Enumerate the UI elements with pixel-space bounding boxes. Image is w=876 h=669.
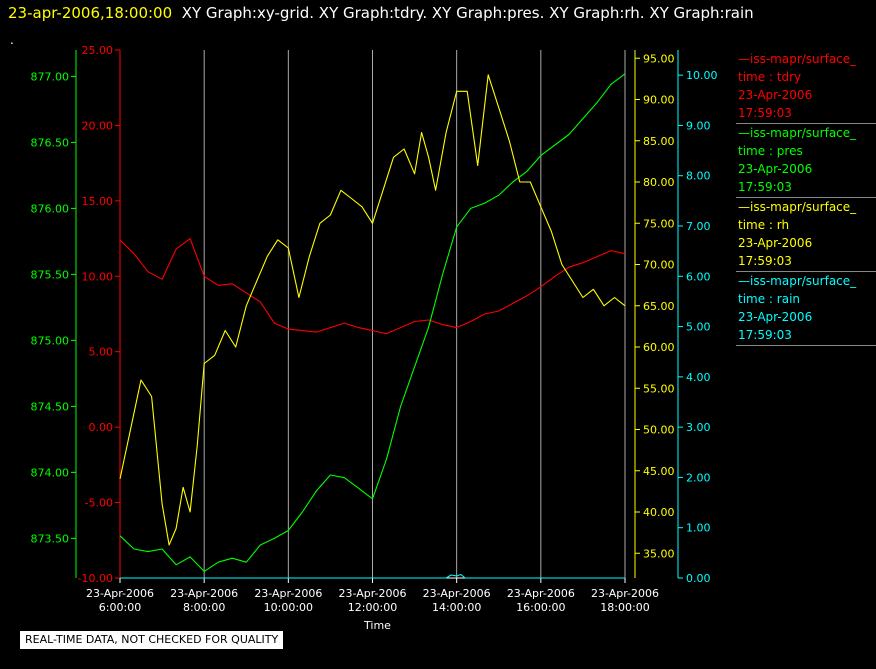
legend-entry-1: —iss-mapr/surface_time : pres 23-Apr-2006…	[736, 124, 876, 198]
legend-var: time : pres	[738, 144, 803, 158]
legend-time: 17:59:03	[738, 106, 792, 120]
rain-tick-label: 9.00	[686, 119, 711, 132]
x-tick-date-label: 23-Apr-2006	[338, 587, 406, 600]
legend-line: —iss-mapr/surface_	[738, 274, 857, 288]
rh-tick-label: 80.00	[643, 176, 675, 189]
rain-tick-label: 2.00	[686, 471, 711, 484]
rain-tick-label: 8.00	[686, 170, 711, 183]
rain-tick-label: 3.00	[686, 421, 711, 434]
pres-tick-label: 875.00	[31, 334, 70, 347]
tdry-series-line	[119, 238, 626, 335]
legend-date: 23-Apr-2006	[738, 162, 813, 176]
pres-tick-label: 874.50	[31, 400, 70, 413]
pres-tick-label: 876.00	[31, 202, 70, 215]
legend-time: 17:59:03	[738, 254, 792, 268]
legend-line: —iss-mapr/surface_	[738, 126, 857, 140]
tdry-tick-label: 0.00	[89, 421, 114, 434]
legend-line: —iss-mapr/surface_	[738, 200, 857, 214]
x-tick-time-label: 8:00:00	[183, 601, 225, 614]
rh-series-line	[119, 74, 626, 546]
x-tick-date-label: 23-Apr-2006	[86, 587, 154, 600]
x-tick-time-label: 12:00:00	[348, 601, 397, 614]
pres-tick-label: 877.00	[31, 70, 70, 83]
pres-tick-label: 876.50	[31, 136, 70, 149]
header-timestamp: 23-apr-2006,18:00:00	[8, 4, 173, 22]
rh-tick-label: 35.00	[643, 547, 675, 560]
rh-tick-label: 90.00	[643, 94, 675, 107]
x-tick-date-label: 23-Apr-2006	[170, 587, 238, 600]
legend-var: time : rain	[738, 292, 801, 306]
rain-tick-label: 6.00	[686, 270, 711, 283]
x-tick-date-label: 23-Apr-2006	[254, 587, 322, 600]
rh-tick-label: 65.00	[643, 300, 675, 313]
legend-time: 17:59:03	[738, 328, 792, 342]
legend-var: time : tdry	[738, 70, 802, 84]
x-tick-time-label: 16:00:00	[516, 601, 565, 614]
legend-line: —iss-mapr/surface_	[738, 52, 857, 66]
pres-tick-label: 874.00	[31, 466, 70, 479]
rain-tick-label: 10.00	[686, 69, 718, 82]
x-tick-date-label: 23-Apr-2006	[591, 587, 659, 600]
rain-series-line	[120, 573, 625, 579]
legend-entry-3: —iss-mapr/surface_time : rain 23-Apr-2006…	[736, 272, 876, 346]
x-axis-title: Time	[363, 619, 391, 632]
rain-tick-label: 4.00	[686, 371, 711, 384]
legend: —iss-mapr/surface_ time : tdry 23-Apr-2006…	[736, 50, 876, 346]
legend-entry-0: —iss-mapr/surface_time : tdry 23-Apr-2006…	[736, 50, 876, 124]
rh-tick-label: 55.00	[643, 382, 675, 395]
rh-tick-label: 85.00	[643, 135, 675, 148]
legend-entry-2: —iss-mapr/surface_time : rh 23-Apr-2006 17…	[736, 198, 876, 272]
rh-tick-label: 40.00	[643, 506, 675, 519]
tdry-tick-label: 20.00	[82, 119, 114, 132]
rh-tick-label: 70.00	[643, 259, 675, 272]
rain-tick-label: 0.00	[686, 572, 711, 585]
pres-series-line	[119, 73, 626, 572]
rain-tick-label: 1.00	[686, 522, 711, 535]
tdry-tick-label: 25.00	[82, 44, 114, 57]
tdry-tick-label: 15.00	[82, 195, 114, 208]
x-tick-date-label: 23-Apr-2006	[423, 587, 491, 600]
pres-tick-label: 875.50	[31, 268, 70, 281]
tdry-tick-label: -5.00	[85, 497, 113, 510]
tdry-tick-label: 10.00	[82, 270, 114, 283]
rh-tick-label: 60.00	[643, 341, 675, 354]
x-tick-time-label: 18:00:00	[600, 601, 649, 614]
header-graph-list: XY Graph:xy-grid. XY Graph:tdry. XY Grap…	[181, 4, 754, 22]
legend-date: 23-Apr-2006	[738, 310, 813, 324]
rh-tick-label: 50.00	[643, 424, 675, 437]
x-tick-date-label: 23-Apr-2006	[507, 587, 575, 600]
pres-tick-label: 873.50	[31, 532, 70, 545]
rain-tick-label: 7.00	[686, 220, 711, 233]
x-tick-time-label: 6:00:00	[99, 601, 141, 614]
x-tick-time-label: 10:00:00	[264, 601, 313, 614]
quality-notice: REAL-TIME DATA, NOT CHECKED FOR QUALITY	[20, 631, 284, 649]
legend-date: 23-Apr-2006	[738, 88, 813, 102]
rh-tick-label: 95.00	[643, 52, 675, 65]
rh-tick-label: 45.00	[643, 465, 675, 478]
tdry-tick-label: -10.00	[78, 572, 113, 585]
rh-tick-label: 75.00	[643, 217, 675, 230]
rain-tick-label: 5.00	[686, 321, 711, 334]
legend-time: 17:59:03	[738, 180, 792, 194]
graph-header: 23-apr-2006,18:00:00 XY Graph:xy-grid. X…	[8, 3, 754, 25]
x-tick-time-label: 14:00:00	[432, 601, 481, 614]
legend-var: time : rh	[738, 218, 790, 232]
tdry-tick-label: 5.00	[89, 346, 114, 359]
header-dot: .	[10, 33, 14, 47]
legend-date: 23-Apr-2006	[738, 236, 813, 250]
